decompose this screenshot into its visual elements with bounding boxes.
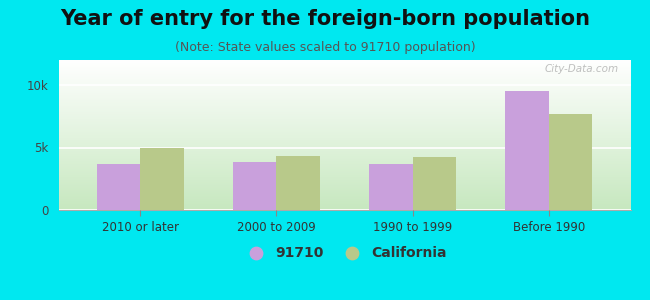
- Bar: [276, 156, 320, 210]
- Bar: [97, 164, 140, 210]
- Bar: [505, 91, 549, 210]
- Text: City-Data.com: City-Data.com: [545, 64, 619, 74]
- Text: (Note: State values scaled to 91710 population): (Note: State values scaled to 91710 popu…: [175, 40, 475, 53]
- Bar: [549, 114, 592, 210]
- Text: Year of entry for the foreign-born population: Year of entry for the foreign-born popul…: [60, 9, 590, 29]
- Bar: [233, 162, 276, 210]
- Bar: [413, 157, 456, 210]
- Legend: 91710, California: 91710, California: [242, 246, 447, 260]
- Bar: [140, 148, 184, 210]
- Bar: [369, 164, 413, 210]
